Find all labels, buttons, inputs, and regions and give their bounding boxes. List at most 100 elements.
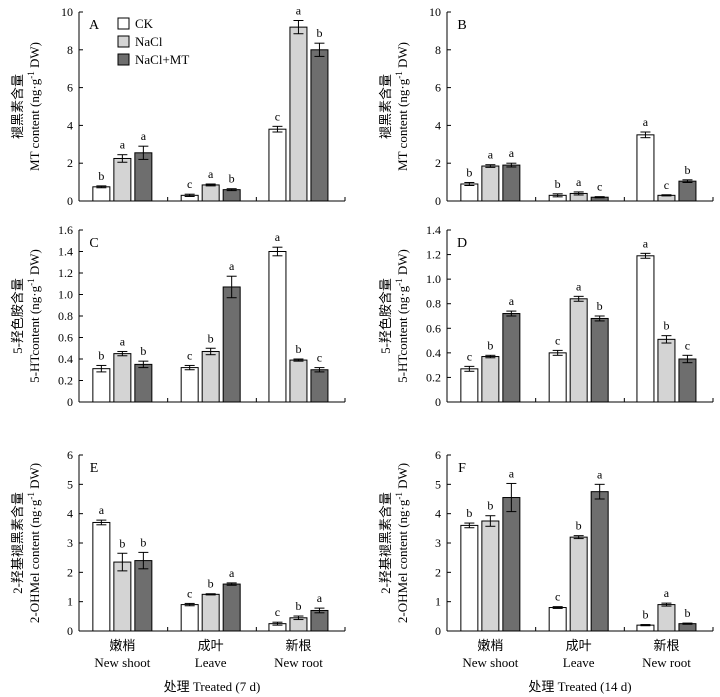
y-label-text: DW) <box>395 42 410 71</box>
significance-label: b <box>555 177 561 191</box>
x-category-cn: 嫩梢 <box>477 638 503 653</box>
significance-label: c <box>597 180 602 194</box>
bar <box>481 520 500 632</box>
panel-label: E <box>90 461 99 476</box>
bar <box>134 363 153 403</box>
significance-label: a <box>317 591 323 605</box>
y-tick-label: 1 <box>67 595 73 609</box>
y-tick-label: 0.2 <box>426 370 441 384</box>
y-tick-label: 1.2 <box>58 266 73 280</box>
significance-label: a <box>643 115 649 129</box>
significance-label: b <box>597 299 603 313</box>
y-axis-label-en: 5-HTcontent (ng·g-1 DW) <box>26 249 42 383</box>
significance-label: a <box>509 466 515 480</box>
bar <box>481 165 500 202</box>
bar <box>113 561 132 632</box>
bar <box>92 186 111 202</box>
x-category-en: Leave <box>195 655 227 670</box>
bar <box>92 521 111 632</box>
bar <box>678 358 697 403</box>
x-axis-title: 处理 Treated (14 d) <box>528 679 631 694</box>
y-axis-label-cn: 5-羟色胺含量 <box>10 278 25 354</box>
bar <box>569 536 588 632</box>
bar <box>180 367 199 403</box>
bar <box>310 609 329 632</box>
panel-B: 0 2 4 6 8 10 Bb a a b a c a c b 褪黑素含量 MT content (ng·g-1… <box>378 5 714 208</box>
significance-label: a <box>229 259 235 273</box>
y-tick-label: 6 <box>435 448 441 462</box>
significance-label: b <box>487 338 493 352</box>
bar <box>113 157 132 202</box>
bar <box>268 128 287 202</box>
significance-label: c <box>685 338 690 352</box>
significance-label: c <box>555 590 560 604</box>
y-label-text: 2-OHMel content (ng·g <box>27 499 42 623</box>
legend-label: NaCl <box>135 34 163 49</box>
significance-label: b <box>295 342 301 356</box>
y-tick-label: 5 <box>67 477 73 491</box>
y-label-sup: -1 <box>26 278 36 286</box>
y-tick-label: 2 <box>67 156 73 170</box>
bar <box>678 623 697 632</box>
x-axis-title: 处理 Treated (7 d) <box>164 679 261 694</box>
significance-label: c <box>555 333 560 347</box>
y-tick-label: 0.8 <box>426 297 441 311</box>
significance-label: a <box>141 129 147 143</box>
y-tick-label: 0.4 <box>58 352 73 366</box>
y-tick-label: 4 <box>67 118 73 132</box>
bar <box>310 49 329 202</box>
bar <box>289 359 308 403</box>
x-category-en: New shoot <box>462 655 518 670</box>
bar <box>201 593 220 632</box>
significance-label: b <box>487 499 493 513</box>
significance-label: c <box>275 605 280 619</box>
significance-label: b <box>140 535 146 549</box>
y-label-sup: -1 <box>26 71 36 79</box>
x-category-cn: 成叶 <box>198 638 224 653</box>
significance-label: a <box>576 175 582 189</box>
bar <box>657 604 676 632</box>
y-tick-label: 8 <box>435 43 441 57</box>
y-tick-label: 0 <box>67 194 73 208</box>
y-label-text: DW) <box>27 463 42 492</box>
panel-label: A <box>89 18 100 33</box>
significance-label: a <box>576 279 582 293</box>
y-tick-label: 3 <box>67 536 73 550</box>
bar <box>548 352 567 403</box>
y-tick-label: 6 <box>67 448 73 462</box>
significance-label: b <box>295 599 301 613</box>
y-label-sup: -1 <box>394 278 404 286</box>
y-axis-label-cn: 5-羟色胺含量 <box>378 278 393 354</box>
bar <box>460 368 479 403</box>
y-label-text: DW) <box>27 249 42 278</box>
bar <box>222 583 241 632</box>
significance-label: c <box>187 586 192 600</box>
significance-label: b <box>316 26 322 40</box>
y-label-text: 2-OHMel content (ng·g <box>395 499 410 623</box>
significance-label: a <box>509 146 515 160</box>
y-tick-label: 2 <box>67 565 73 579</box>
panel-label: F <box>458 461 466 476</box>
bar <box>678 180 697 202</box>
y-tick-label: 0.4 <box>426 346 441 360</box>
y-tick-label: 1.0 <box>426 272 441 286</box>
bar <box>113 353 132 403</box>
significance-label: b <box>642 608 648 622</box>
bar <box>636 134 655 202</box>
y-tick-label: 3 <box>435 536 441 550</box>
y-label-sup: -1 <box>394 71 404 79</box>
y-axis-label-cn: 2-羟基褪黑素含量 <box>10 492 25 594</box>
significance-label: b <box>98 348 104 362</box>
y-tick-label: 1.4 <box>58 245 73 259</box>
bar <box>502 164 521 202</box>
significance-label: c <box>187 177 192 191</box>
bar <box>134 152 153 202</box>
y-label-text: MT content (ng·g <box>395 78 410 171</box>
bar <box>222 189 241 202</box>
significance-label: b <box>576 519 582 533</box>
y-tick-label: 8 <box>67 43 73 57</box>
significance-label: c <box>467 349 472 363</box>
y-tick-label: 5 <box>435 477 441 491</box>
y-tick-label: 0 <box>67 395 73 409</box>
